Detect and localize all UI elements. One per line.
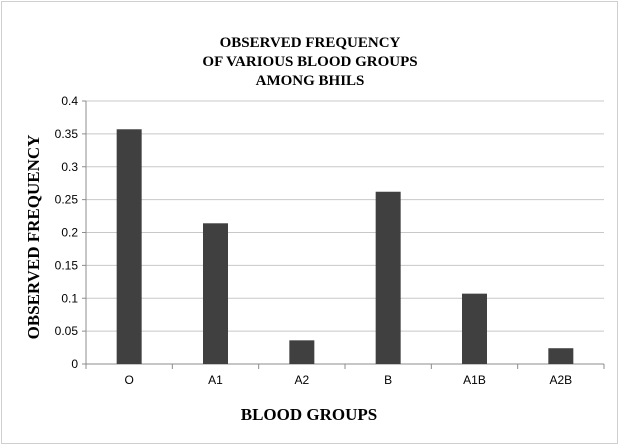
x-tick-labels: O A1 A2 B A1B A2B [124,373,572,387]
y-tick-labels: 0 0.05 0.1 0.15 0.2 0.25 0.3 0.35 0.4 [55,94,79,371]
y-tick-label: 0.05 [55,324,79,338]
x-tick-label: O [124,373,133,387]
x-tick-label: A2 [294,373,309,387]
y-tick-label: 0 [71,357,78,371]
bar-o [116,129,142,364]
y-tick-label: 0.25 [55,193,79,207]
chart-title-line-1: OBSERVED FREQUENCY [220,35,401,51]
bar-a2 [289,340,315,364]
y-tick-label: 0.2 [61,226,78,240]
y-tick-label: 0.4 [61,94,78,108]
x-axis-label: BLOOD GROUPS [241,405,378,424]
bars [116,129,574,364]
chart-title-line-3: AMONG BHILS [256,73,365,89]
gridlines [82,100,605,369]
x-tick-label: A1B [463,373,486,387]
bar-a1b [462,293,487,364]
y-tick-label: 0.1 [61,291,78,305]
y-axis-label: OBSERVED FREQUENCY [24,135,43,340]
bar-a2b [548,348,574,364]
y-tick-label: 0.15 [55,258,79,272]
x-tick-label: A1 [208,373,223,387]
bar-b [375,191,401,364]
y-tick-label: 0.3 [61,160,78,174]
y-tick-label: 0.35 [55,127,79,141]
x-tick-label: A2B [549,373,572,387]
bar-a1 [203,223,228,364]
chart-title-line-2: OF VARIOUS BLOOD GROUPS [202,54,417,70]
x-tick-label: B [384,373,392,387]
